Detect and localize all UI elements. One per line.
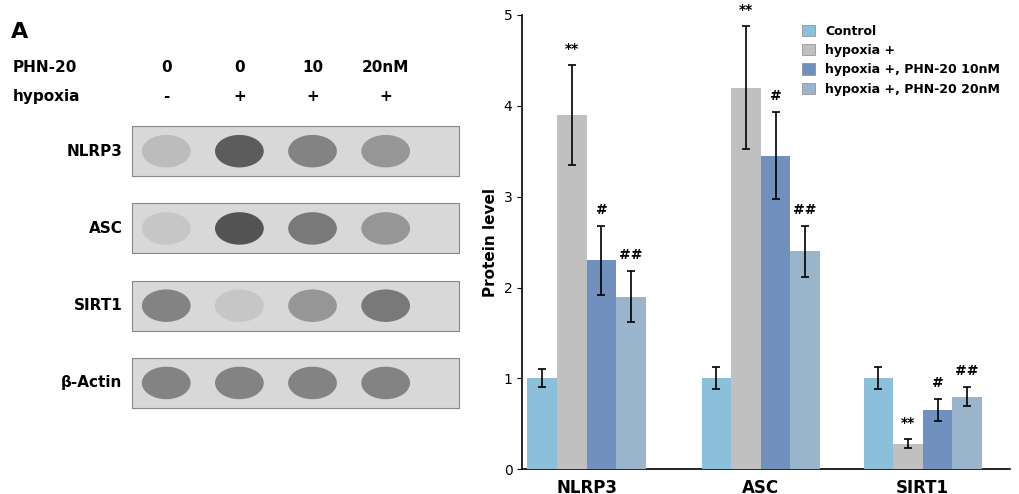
Bar [586, 260, 615, 469]
Bar [893, 444, 922, 469]
Bar [527, 378, 556, 469]
Bar [615, 296, 645, 469]
Ellipse shape [287, 212, 336, 245]
Bar [790, 251, 819, 469]
Ellipse shape [361, 135, 410, 167]
Ellipse shape [361, 289, 410, 322]
Ellipse shape [142, 367, 191, 399]
Bar [132, 204, 459, 253]
Ellipse shape [215, 135, 264, 167]
Bar [132, 358, 459, 408]
Text: **: ** [738, 2, 752, 17]
Ellipse shape [215, 367, 264, 399]
Text: hypoxia: hypoxia [12, 89, 81, 104]
Ellipse shape [361, 367, 410, 399]
Text: PHN-20: PHN-20 [12, 60, 77, 75]
Ellipse shape [215, 289, 264, 322]
Text: ASC: ASC [89, 221, 122, 236]
Text: ##: ## [955, 365, 978, 378]
Text: #: # [769, 89, 781, 103]
Bar [731, 87, 760, 469]
Legend: Control, hypoxia +, hypoxia +, PHN-20 10nM, hypoxia +, PHN-20 20nM: Control, hypoxia +, hypoxia +, PHN-20 10… [798, 21, 1003, 99]
Ellipse shape [215, 212, 264, 245]
Text: ##: ## [793, 203, 816, 216]
Text: 10: 10 [302, 60, 323, 75]
Bar [863, 378, 893, 469]
Bar [952, 397, 981, 469]
Text: **: ** [565, 41, 579, 56]
Bar [760, 156, 790, 469]
Text: 0: 0 [161, 60, 171, 75]
Text: 20nM: 20nM [362, 60, 409, 75]
Text: **: ** [900, 416, 914, 430]
Text: +: + [306, 89, 319, 104]
Text: #: # [595, 203, 606, 216]
Bar [132, 126, 459, 176]
Bar [922, 410, 952, 469]
Text: 0: 0 [233, 60, 245, 75]
Text: #: # [930, 376, 943, 390]
Ellipse shape [142, 135, 191, 167]
Text: NLRP3: NLRP3 [66, 144, 122, 159]
Ellipse shape [287, 135, 336, 167]
Ellipse shape [142, 289, 191, 322]
Ellipse shape [287, 289, 336, 322]
Ellipse shape [361, 212, 410, 245]
Bar [701, 378, 731, 469]
Text: ##: ## [619, 248, 642, 262]
Text: SIRT1: SIRT1 [73, 298, 122, 313]
Text: -: - [163, 89, 169, 104]
Ellipse shape [287, 367, 336, 399]
Bar [556, 115, 586, 469]
Y-axis label: Protein level: Protein level [483, 188, 497, 296]
Text: +: + [379, 89, 391, 104]
Text: β-Actin: β-Actin [61, 375, 122, 390]
Text: +: + [232, 89, 246, 104]
Text: A: A [11, 22, 29, 41]
Bar [132, 281, 459, 330]
Ellipse shape [142, 212, 191, 245]
